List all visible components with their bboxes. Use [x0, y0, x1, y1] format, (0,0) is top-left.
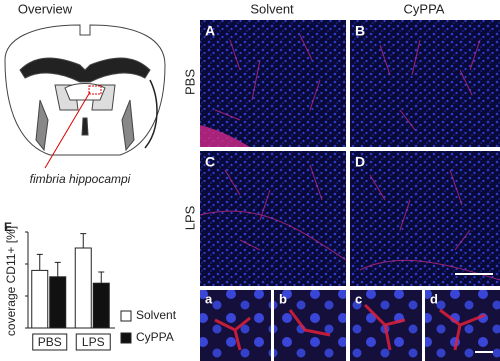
bar: [92, 282, 110, 329]
legend-swatch: [120, 332, 132, 344]
bar: [74, 247, 92, 329]
error-bar: [36, 253, 43, 271]
y-axis-label: coverage CD11+ [%]: [4, 226, 18, 336]
bar: [49, 276, 67, 329]
micrograph: [350, 151, 500, 286]
diagram-label: fimbria hippocampi: [30, 172, 131, 186]
overview-title: Overview: [18, 1, 73, 16]
x-tick-label: LPS: [82, 335, 105, 349]
micrograph: [350, 20, 500, 147]
x-tick-label: PBS: [38, 335, 62, 349]
bar-chart: PBS LPS Solvent CyPPA: [25, 231, 177, 351]
legend-swatch: [120, 310, 132, 322]
legend-label: Solvent: [136, 308, 177, 322]
micrograph: [200, 20, 346, 147]
subpanel-label: b: [279, 291, 287, 306]
subpanel-label: a: [205, 291, 213, 306]
brain-diagram: [4, 24, 166, 156]
panel-label: B: [355, 23, 365, 39]
panel-label: C: [205, 154, 215, 170]
column-header: Solvent: [250, 1, 294, 16]
bar: [31, 269, 49, 329]
row-header: PBS: [182, 69, 197, 95]
error-bar: [54, 261, 61, 277]
panel-label: E: [4, 220, 12, 234]
column-header: CyPPA: [404, 1, 445, 16]
category-box: [32, 333, 68, 351]
category-box: [75, 333, 111, 351]
legend-label: CyPPA: [136, 330, 174, 344]
subpanel-label: d: [430, 291, 438, 306]
error-bar: [98, 271, 105, 284]
micrograph-grid: [199, 20, 500, 361]
micrograph: [200, 290, 271, 361]
subpanel-label: c: [355, 291, 362, 306]
panel-label: D: [355, 154, 365, 170]
pointer-line: [44, 91, 91, 169]
error-bar: [80, 233, 87, 248]
panel-label: A: [205, 23, 215, 39]
row-header: LPS: [182, 205, 197, 230]
micrograph: [274, 290, 346, 361]
